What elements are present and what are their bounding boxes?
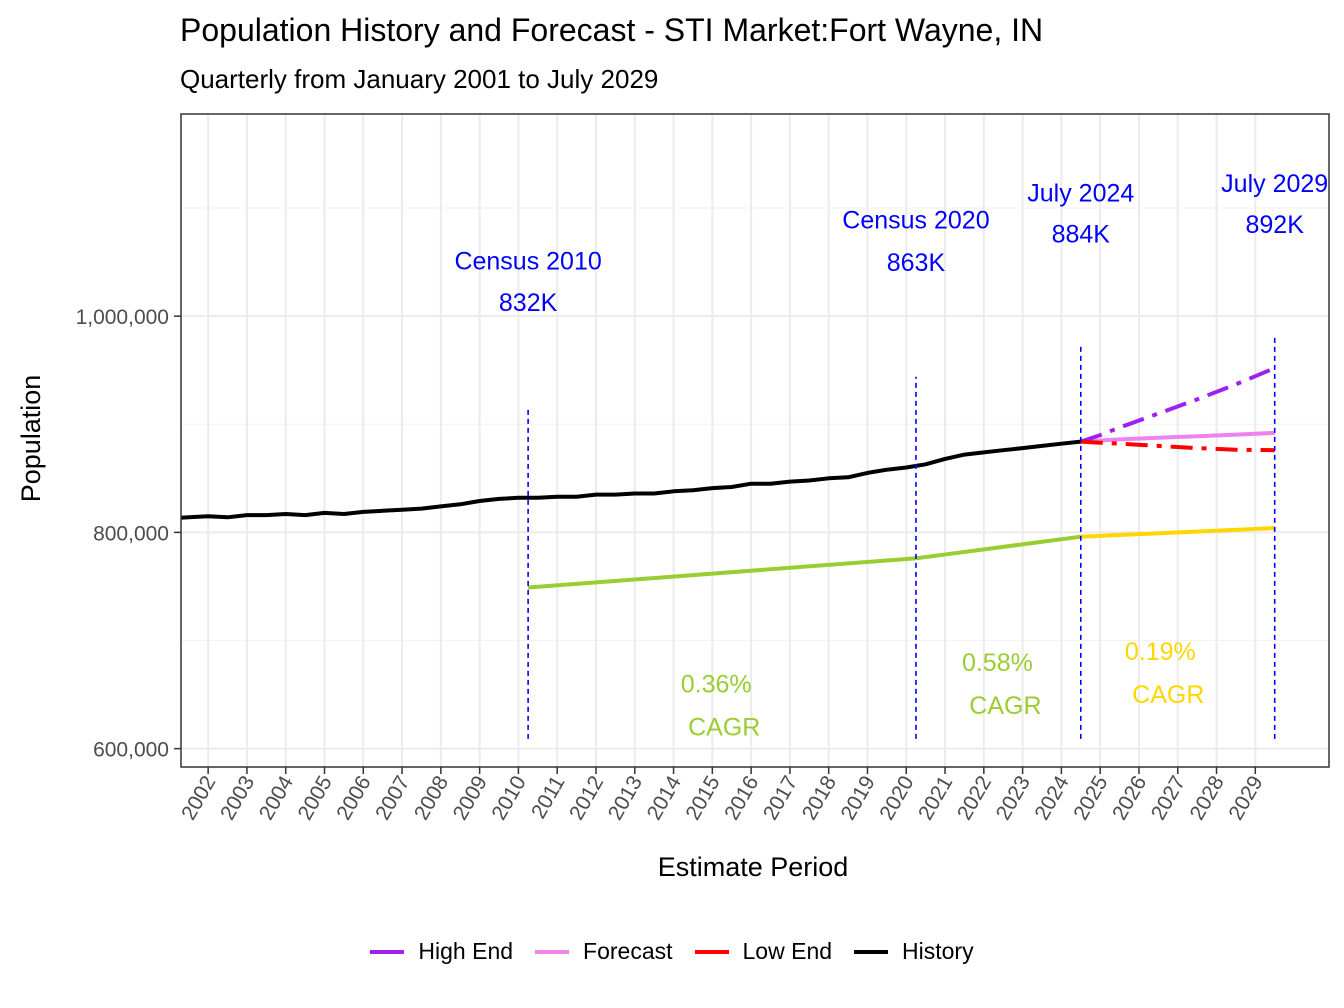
cagr-rate-label: 0.58% — [962, 649, 1033, 677]
x-tick-label: 2020 — [875, 772, 918, 824]
vline-label-july-2029: July 2029 — [1221, 170, 1328, 198]
x-tick-label: 2005 — [294, 772, 337, 824]
x-tick-label: 2028 — [1186, 772, 1229, 824]
legend: High End Forecast Low End History — [0, 938, 1344, 965]
vline-label-census-2010: Census 2010 — [454, 248, 601, 276]
series-line-cagr-2020-2024 — [915, 534, 1082, 561]
x-tick-label: 2010 — [487, 772, 530, 824]
vline-value-july-2029: 892K — [1246, 211, 1305, 239]
legend-label-high-end: High End — [418, 938, 514, 964]
x-tick-label: 2009 — [449, 772, 492, 824]
y-tick-label: 1,000,000 — [76, 306, 169, 329]
legend-label-low-end: Low End — [742, 938, 833, 964]
cagr-word-label: CAGR — [969, 692, 1041, 720]
x-tick-label: 2008 — [410, 772, 453, 824]
x-tick-label: 2003 — [216, 772, 259, 824]
x-tick-label: 2024 — [1030, 772, 1073, 824]
vline-label-july-2024: July 2024 — [1027, 180, 1134, 208]
x-tick-label: 2022 — [953, 772, 996, 824]
legend-label-history: History — [902, 938, 974, 964]
x-tick-label: 2017 — [759, 772, 802, 824]
legend-item-high-end: High End — [370, 938, 513, 965]
cagr-word-label: CAGR — [1132, 681, 1204, 709]
x-tick-label: 2007 — [371, 772, 414, 824]
chart-subtitle: Quarterly from January 2001 to July 2029 — [180, 64, 659, 94]
legend-label-forecast: Forecast — [583, 938, 673, 964]
plot-border — [180, 113, 1330, 768]
x-tick-label: 2013 — [604, 772, 647, 824]
y-tick-label: 800,000 — [93, 522, 169, 545]
vline-label-census-2020: Census 2020 — [842, 207, 989, 235]
x-tick-label: 2004 — [255, 772, 298, 824]
legend-swatch-high-end — [370, 949, 405, 954]
x-tick-label: 2018 — [798, 772, 841, 824]
x-tick-label: 2015 — [681, 772, 724, 824]
x-tick-label: 2014 — [643, 772, 686, 824]
legend-swatch-history — [854, 949, 889, 954]
legend-item-history: History — [854, 938, 974, 965]
series-line-low-end — [1080, 439, 1275, 453]
legend-item-low-end: Low End — [694, 938, 833, 965]
y-tick-label: 600,000 — [93, 739, 169, 762]
cagr-rate-label: 0.36% — [681, 670, 752, 698]
vline-value-census-2010: 832K — [499, 289, 558, 317]
x-tick-label: 2019 — [837, 772, 880, 824]
series-line-cagr-2010-2020 — [527, 556, 917, 590]
x-tick-label: 2026 — [1108, 772, 1151, 824]
series-line-high-end — [1080, 366, 1276, 444]
chart-title: Population History and Forecast - STI Ma… — [180, 12, 1044, 48]
x-tick-label: 2025 — [1069, 772, 1112, 824]
plot-background — [181, 114, 1329, 767]
legend-swatch-low-end — [694, 949, 729, 954]
x-tick-label: 2011 — [527, 772, 570, 823]
vline-value-census-2020: 863K — [887, 249, 946, 277]
x-tick-label: 2006 — [332, 772, 375, 824]
series-line-history — [181, 439, 1082, 520]
x-tick-label: 2029 — [1224, 772, 1267, 824]
x-axis-title: Estimate Period — [658, 852, 849, 882]
x-tick-label: 2027 — [1147, 772, 1190, 824]
population-chart: Census 2010 832K Census 2020 863K July 2024 8… — [16, 113, 1330, 882]
y-axis-title: Population — [16, 375, 46, 503]
x-tick-label: 2016 — [720, 772, 763, 824]
cagr-word-label: CAGR — [688, 714, 760, 742]
cagr-rate-label: 0.19% — [1125, 638, 1196, 666]
legend-swatch-forecast — [535, 949, 570, 954]
x-tick-label: 2012 — [565, 772, 608, 824]
x-tick-label: 2021 — [914, 772, 957, 824]
legend-item-forecast: Forecast — [535, 938, 673, 965]
series-line-cagr-2024-2029 — [1080, 526, 1275, 539]
x-tick-label: 2023 — [992, 772, 1035, 824]
series-line-forecast — [1080, 430, 1275, 444]
vline-value-july-2024: 884K — [1052, 221, 1111, 249]
x-tick-label: 2002 — [177, 772, 220, 824]
